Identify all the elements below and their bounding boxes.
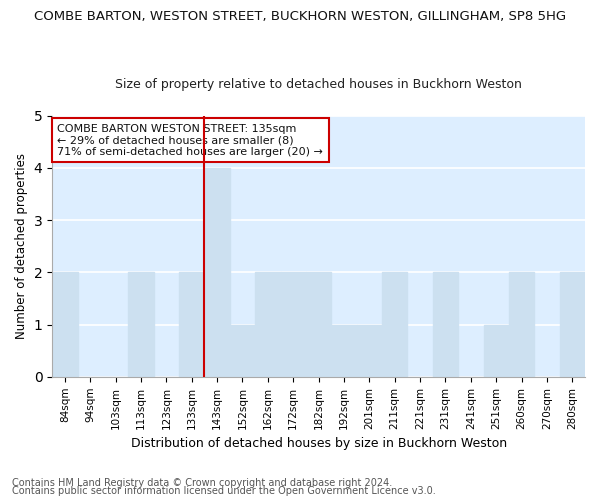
Bar: [306, 272, 331, 377]
Bar: [509, 272, 534, 377]
Bar: [356, 324, 382, 377]
Bar: [205, 168, 230, 377]
Title: Size of property relative to detached houses in Buckhorn Weston: Size of property relative to detached ho…: [115, 78, 522, 91]
Y-axis label: Number of detached properties: Number of detached properties: [15, 154, 28, 340]
Bar: [128, 272, 154, 377]
Bar: [331, 324, 356, 377]
Bar: [230, 324, 255, 377]
Bar: [382, 272, 407, 377]
Bar: [560, 272, 585, 377]
Text: COMBE BARTON, WESTON STREET, BUCKHORN WESTON, GILLINGHAM, SP8 5HG: COMBE BARTON, WESTON STREET, BUCKHORN WE…: [34, 10, 566, 23]
Bar: [433, 272, 458, 377]
Bar: [52, 272, 77, 377]
Bar: [255, 272, 281, 377]
Bar: [179, 272, 205, 377]
Text: Contains HM Land Registry data © Crown copyright and database right 2024.: Contains HM Land Registry data © Crown c…: [12, 478, 392, 488]
Bar: [484, 324, 509, 377]
Text: COMBE BARTON WESTON STREET: 135sqm
← 29% of detached houses are smaller (8)
71% : COMBE BARTON WESTON STREET: 135sqm ← 29%…: [58, 124, 323, 157]
X-axis label: Distribution of detached houses by size in Buckhorn Weston: Distribution of detached houses by size …: [131, 437, 506, 450]
Bar: [281, 272, 306, 377]
Text: Contains public sector information licensed under the Open Government Licence v3: Contains public sector information licen…: [12, 486, 436, 496]
